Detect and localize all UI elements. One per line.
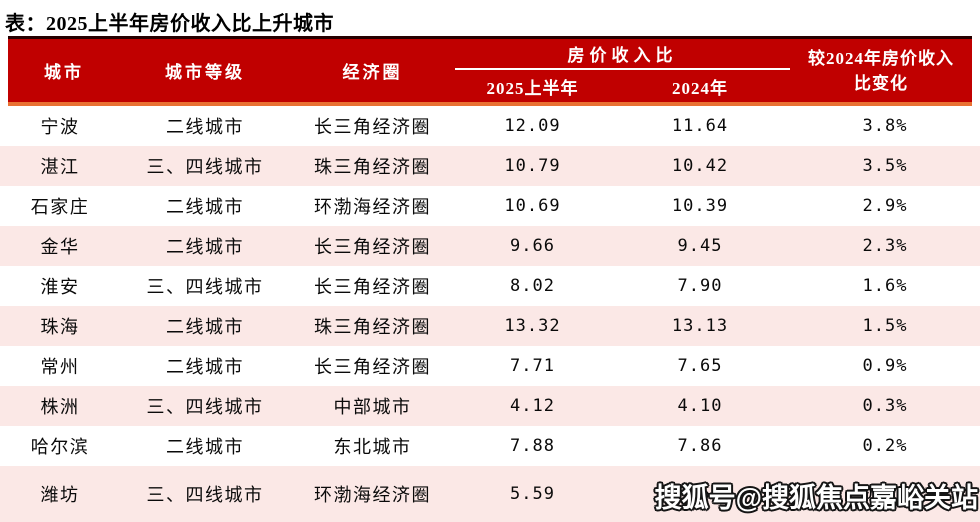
table-row: 潍坊 三、四线城市 环渤海经济圈 5.59 5.58 0.2%: [0, 466, 980, 522]
cell-ratio-2025h1: 7.88: [510, 436, 555, 456]
cell-city: 株洲: [40, 397, 80, 417]
header-row: 城市 城市等级 经济圈 房价收入比 2025上半年 2024年 较2024年房价…: [8, 39, 972, 102]
cell-zone: 长三角经济圈: [314, 237, 431, 257]
cell-zone: 珠三角经济圈: [314, 157, 431, 177]
cell-change: 0.2%: [862, 436, 908, 456]
cell-tier: 二线城市: [166, 357, 244, 377]
cell-zone: 东北城市: [333, 437, 412, 457]
cell-city: 潍坊: [40, 485, 80, 505]
table-body: 宁波 二线城市 长三角经济圈 12.09 11.64 3.8% 湛江 三、四线城市 珠三角经济圈…: [0, 106, 980, 522]
col-header-change: 较2024年房价收入 比变化: [790, 39, 972, 102]
cell-city: 淮安: [40, 277, 80, 297]
table-row: 株洲 三、四线城市 中部城市 4.12 4.10 0.3%: [0, 386, 980, 426]
cell-tier: 三、四线城市: [146, 397, 264, 417]
cell-ratio-2024: 10.42: [671, 156, 729, 176]
cell-ratio-2024: 10.39: [671, 196, 729, 216]
col-header-ratio-label: 房价收入比: [455, 39, 790, 70]
cell-zone: 环渤海经济圈: [314, 485, 431, 505]
table-row: 湛江 三、四线城市 珠三角经济圈 10.79 10.42 3.5%: [0, 146, 980, 186]
table-row: 淮安 三、四线城市 长三角经济圈 8.02 7.90 1.6%: [0, 266, 980, 306]
cell-city: 湛江: [40, 157, 80, 177]
cell-ratio-2025h1: 9.66: [510, 236, 555, 256]
table-row: 哈尔滨 二线城市 东北城市 7.88 7.86 0.2%: [0, 426, 980, 466]
cell-zone: 环渤海经济圈: [314, 197, 431, 217]
cell-ratio-2024: 7.90: [677, 276, 723, 296]
cell-ratio-2024: 7.65: [677, 356, 723, 376]
cell-city: 哈尔滨: [30, 437, 90, 457]
cell-tier: 二线城市: [166, 437, 244, 457]
cell-change: 0.2%: [862, 484, 908, 504]
table-row: 金华 二线城市 长三角经济圈 9.66 9.45 2.3%: [0, 226, 980, 266]
col-header-city: 城市: [44, 63, 84, 82]
cell-tier: 三、四线城市: [146, 157, 264, 177]
cell-change: 2.3%: [862, 236, 908, 256]
cell-ratio-2024: 7.86: [677, 436, 723, 456]
header-background: [8, 36, 972, 106]
cell-change: 0.9%: [862, 356, 908, 376]
cell-ratio-2024: 9.45: [677, 236, 723, 256]
cell-tier: 二线城市: [166, 237, 244, 257]
cell-tier: 三、四线城市: [146, 277, 264, 297]
cell-ratio-2025h1: 10.79: [504, 156, 561, 176]
table-row: 珠海 二线城市 珠三角经济圈 13.32 13.13 1.5%: [0, 306, 980, 346]
cell-change: 0.3%: [862, 396, 908, 416]
table-header: 城市 城市等级 经济圈 房价收入比 2025上半年 2024年 较2024年房价…: [0, 36, 980, 106]
cell-city: 宁波: [40, 117, 80, 137]
table-title: 表：2025上半年房价收入比上升城市: [5, 13, 334, 35]
cell-zone: 长三角经济圈: [314, 357, 431, 377]
cell-tier: 二线城市: [166, 117, 244, 137]
cell-ratio-2024: 11.64: [671, 116, 729, 136]
cell-city: 常州: [40, 357, 80, 377]
cell-ratio-2024: 4.10: [677, 396, 723, 416]
cell-tier: 二线城市: [166, 317, 244, 337]
cell-ratio-2024: 13.13: [671, 316, 729, 336]
watermark: 搜狐号@搜狐焦点嘉峪关站: [654, 483, 978, 513]
cell-city: 珠海: [40, 317, 80, 337]
cell-ratio-2025h1: 12.09: [504, 116, 561, 136]
cell-change: 1.5%: [862, 316, 908, 336]
cell-change: 3.5%: [862, 156, 908, 176]
cell-ratio-2025h1: 10.69: [504, 196, 561, 216]
table-row: 宁波 二线城市 长三角经济圈 12.09 11.64 3.8%: [0, 106, 980, 146]
cell-ratio-2025h1: 8.02: [510, 276, 555, 296]
cell-ratio-2025h1: 13.32: [504, 316, 561, 336]
cell-ratio-2025h1: 5.59: [510, 484, 555, 504]
cell-ratio-2024: 5.58: [677, 484, 723, 504]
cell-zone: 长三角经济圈: [314, 117, 431, 137]
col-header-2025h1: 2025上半年: [486, 78, 579, 98]
cell-ratio-2025h1: 4.12: [510, 396, 555, 416]
ratio-subheader-row: 2025上半年 2024年: [455, 70, 790, 102]
cell-tier: 三、四线城市: [146, 485, 264, 505]
table-row: 常州 二线城市 长三角经济圈 7.71 7.65 0.9%: [0, 346, 980, 386]
cell-change: 2.9%: [862, 196, 908, 216]
cell-zone: 珠三角经济圈: [314, 317, 431, 337]
table-row: 石家庄 二线城市 环渤海经济圈 10.69 10.39 2.9%: [0, 186, 980, 226]
col-header-change-line2: 比变化: [854, 73, 908, 93]
cell-city: 金华: [40, 237, 80, 257]
col-header-2024: 2024年: [672, 78, 728, 98]
col-header-ratio-group: 房价收入比 2025上半年 2024年: [455, 39, 790, 102]
cell-tier: 二线城市: [166, 197, 244, 217]
cell-zone: 中部城市: [333, 397, 412, 417]
col-header-change-line1: 较2024年房价收入: [808, 48, 954, 68]
col-header-tier: 城市等级: [165, 63, 245, 82]
cell-zone: 长三角经济圈: [314, 277, 431, 297]
cell-change: 3.8%: [862, 116, 908, 136]
cell-city: 石家庄: [30, 197, 90, 217]
cell-ratio-2025h1: 7.71: [510, 356, 555, 376]
col-header-zone: 经济圈: [342, 63, 403, 82]
cell-change: 1.6%: [862, 276, 908, 296]
